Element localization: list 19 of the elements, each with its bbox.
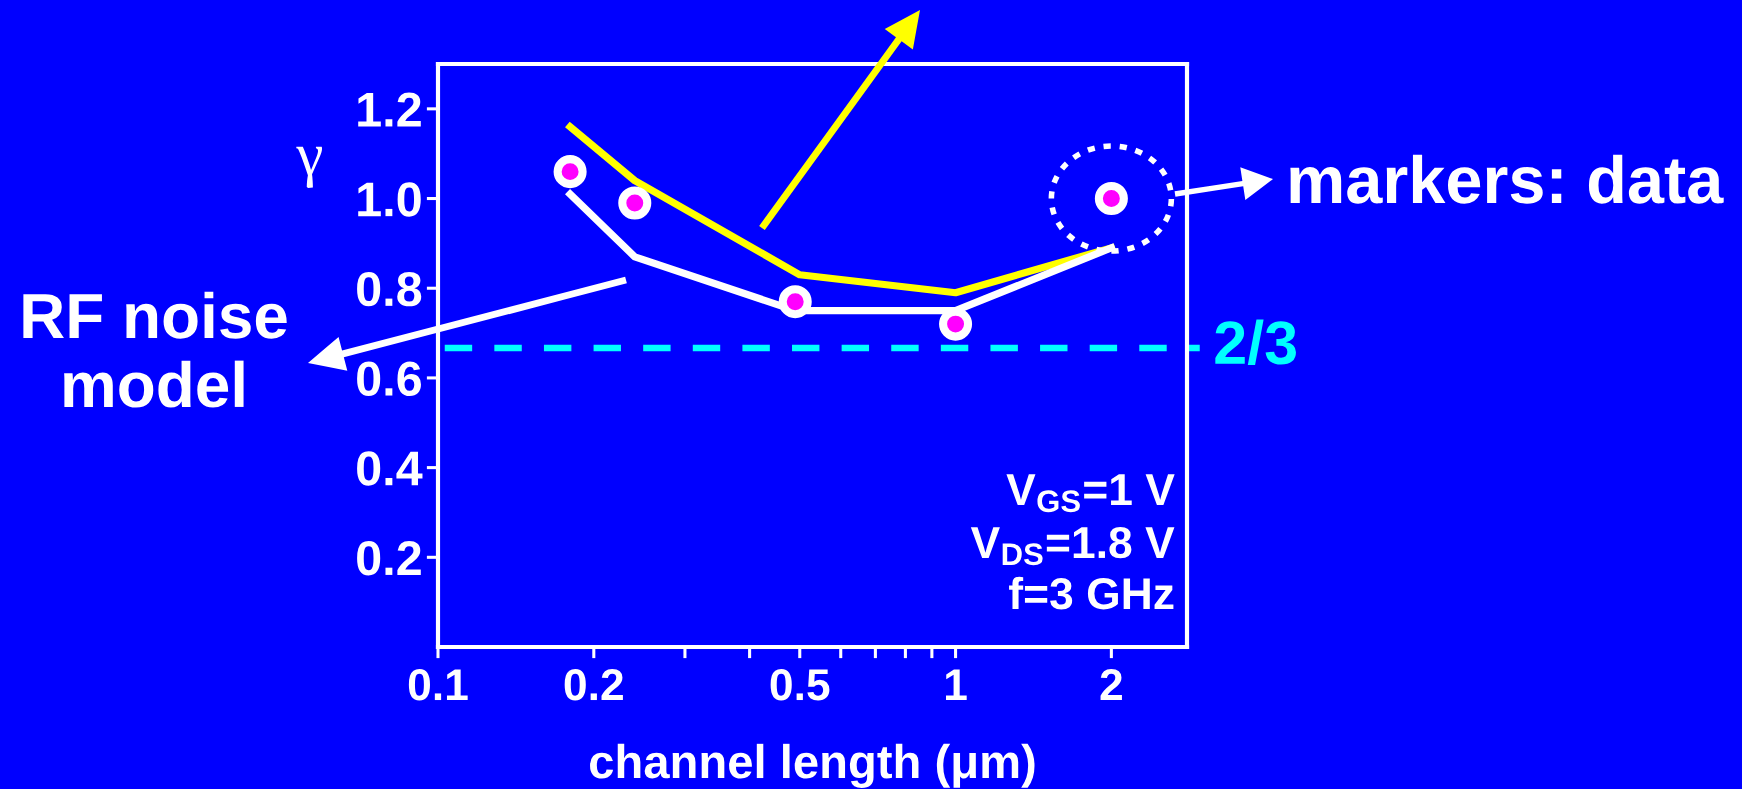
y-axis-title: γ [296, 146, 323, 188]
y-tick-label: 0.2 [357, 540, 421, 576]
text: 2/3 [1215, 319, 1296, 366]
text: markers: data [1290, 154, 1724, 204]
y-tick-label: 1.0 [358, 182, 421, 217]
y-tick-label: 1.2 [358, 92, 421, 127]
text: RF noise model [23, 291, 287, 408]
x-tick-label: 0.5 [770, 669, 830, 701]
y-tick-label: 0.4 [357, 451, 423, 486]
y-tick-label: 0.6 [357, 361, 421, 397]
x-tick-label: 0.2 [564, 669, 623, 701]
x-tick-label: 2 [1100, 669, 1122, 701]
x-axis-title: channel length (μm) [590, 743, 1035, 789]
annotation: f=3 GHz [1009, 576, 1174, 610]
annotation: V$_{DS}$=1.8 V [970, 526, 1175, 566]
x-tick-label: 1 [946, 669, 967, 701]
x-tick-label: 0.1 [408, 669, 468, 701]
annotation: V$_{GS}$=1 V [1006, 474, 1175, 513]
y-tick-label: 0.8 [357, 271, 422, 307]
